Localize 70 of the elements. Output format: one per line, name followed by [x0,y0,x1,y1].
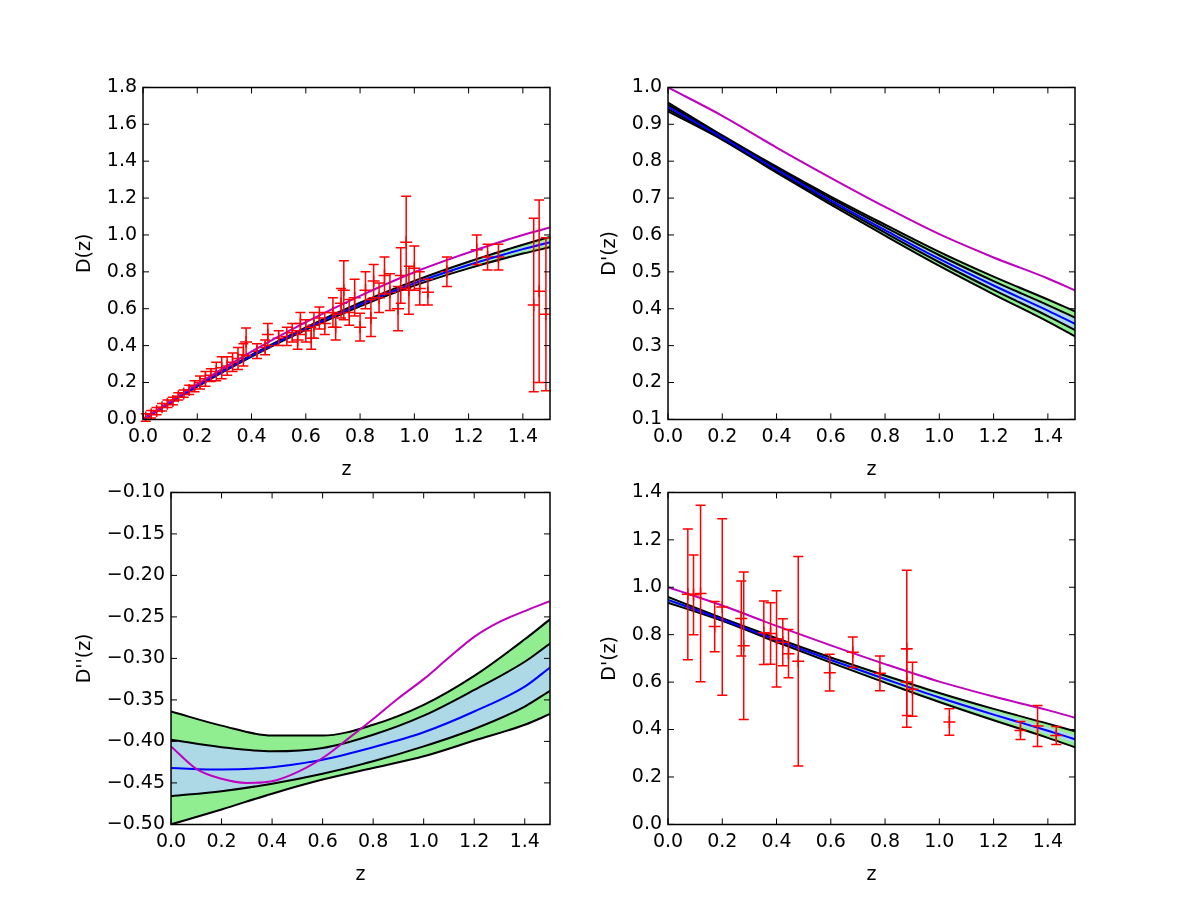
x-tick-label: 1.4 [507,423,538,446]
y-tick-label: 1.4 [631,479,663,502]
x-tick-label: 1.2 [459,828,490,851]
y-tick-label: −0.40 [106,728,166,751]
x-tick-label: 0.6 [815,828,846,851]
x-tick-label: 0.8 [869,828,901,851]
y-tick-label: −0.35 [106,686,166,709]
y-tick-label: −0.15 [106,520,166,543]
x-axis-title: z [355,861,366,884]
x-tick-label: 0.2 [707,423,738,446]
x-axis-title: z [866,861,877,884]
x-tick-label: 0.2 [182,423,213,446]
y-tick-label: 0.8 [631,621,663,644]
y-tick-label: 0.2 [106,369,138,392]
y-tick-label: 1.2 [631,526,663,549]
x-tick-label: 0.2 [707,828,738,851]
y-tick-label: 0.6 [631,221,663,244]
y-tick-label: −0.10 [106,479,166,502]
y-tick-label: 1.8 [106,74,138,97]
y-tick-label: 0.8 [106,258,138,281]
x-tick-label: 1.0 [408,828,439,851]
x-tick-label: 0.6 [290,423,321,446]
x-tick-label: 0.4 [761,828,792,851]
y-tick-label: 0.0 [106,406,138,429]
y-axis-title: D'(z) [597,636,620,681]
y-tick-label: 0.4 [106,332,138,355]
y-tick-label: −0.20 [106,562,166,585]
x-tick-label: 1.4 [509,828,540,851]
y-tick-label: 0.3 [631,332,663,355]
x-tick-label: 0.4 [761,423,792,446]
x-tick-label: 0.2 [206,828,237,851]
x-tick-label: 1.4 [1032,828,1063,851]
x-axis-title: z [866,456,877,479]
y-tick-label: 0.2 [631,763,663,786]
x-tick-label: 1.0 [399,423,430,446]
x-tick-label: 1.2 [978,828,1009,851]
x-tick-label: 1.4 [1032,423,1063,446]
y-tick-label: 0.5 [631,258,663,281]
y-tick-label: 1.2 [106,185,138,207]
y-tick-label: 1.0 [631,74,663,97]
y-tick-label: −0.45 [106,769,166,792]
y-axis-title: D''(z) [72,633,95,684]
y-tick-label: 0.2 [631,369,663,392]
x-tick-label: 0.6 [307,828,338,851]
x-tick-label: 0.6 [815,423,846,446]
x-tick-label: 1.2 [453,423,484,446]
y-tick-label: 1.0 [631,574,663,597]
y-tick-label: 1.4 [106,148,138,171]
y-tick-label: −0.25 [106,603,166,626]
y-tick-label: 0.4 [631,295,663,318]
y-tick-label: 0.7 [631,185,663,207]
x-tick-label: 0.4 [256,828,288,851]
y-tick-label: 0.8 [631,148,663,171]
x-tick-label: 1.0 [924,423,955,446]
y-tick-label: 0.9 [631,111,663,134]
x-tick-label: 1.2 [978,423,1009,446]
y-tick-label: 0.4 [631,716,663,739]
y-tick-label: 1.6 [106,111,138,134]
y-axis-title: D'(z) [597,231,620,276]
y-tick-label: −0.30 [106,645,166,668]
x-tick-label: 0.4 [236,423,267,446]
y-tick-label: 1.0 [106,221,138,244]
x-tick-label: 0.8 [869,423,901,446]
x-tick-label: 0.8 [344,423,376,446]
y-axis-title: D(z) [72,233,95,274]
y-tick-label: 0.6 [106,295,138,318]
x-tick-label: 0.8 [358,828,389,851]
x-axis-title: z [341,456,352,479]
y-tick-label: 0.6 [631,669,663,692]
x-tick-label: 1.0 [924,828,955,851]
